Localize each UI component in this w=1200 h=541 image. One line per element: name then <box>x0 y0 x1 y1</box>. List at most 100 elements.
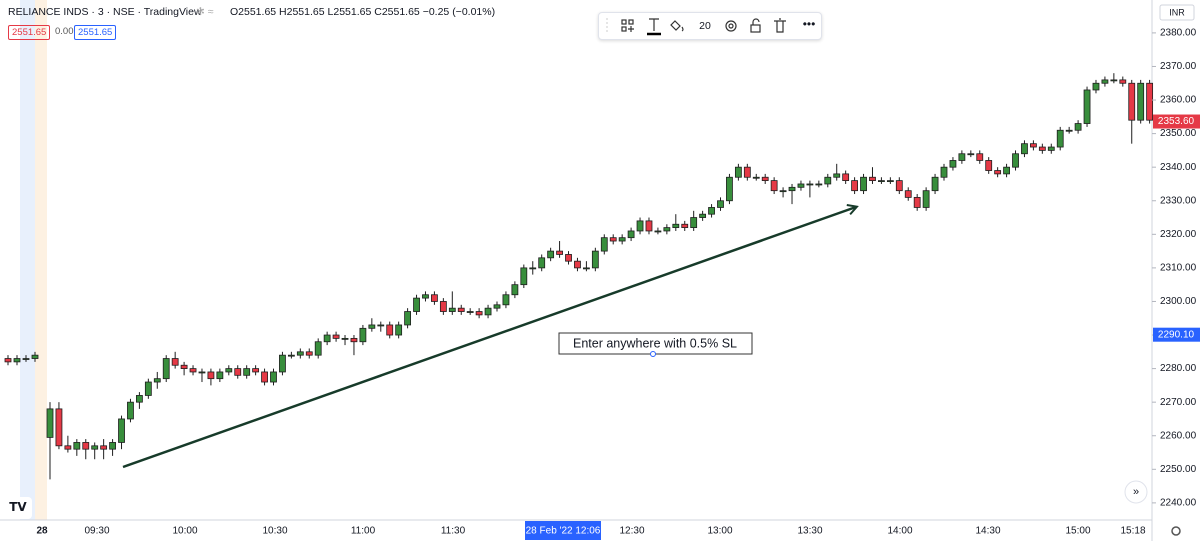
candle-body <box>806 183 814 186</box>
price-label: 2353.60 <box>1158 116 1195 127</box>
candle-body <box>439 301 447 312</box>
candle-body <box>752 176 760 179</box>
currency: INR <box>1169 7 1185 17</box>
settings-icon[interactable] <box>1171 526 1181 536</box>
candle-body <box>1021 143 1028 155</box>
ohlc-value: O2551.65 <box>230 6 277 18</box>
candle-body <box>109 442 116 450</box>
candles <box>4 73 1154 480</box>
price-label-box <box>1153 114 1200 129</box>
status-icons: ✻ ≈ <box>196 6 214 18</box>
ohlc-value: L2551.65 <box>327 6 372 18</box>
candle-body <box>279 354 286 373</box>
candle-body <box>913 196 921 208</box>
candle-body <box>708 207 715 215</box>
y-tick-label: 2310.00 <box>1160 263 1197 274</box>
candle-body <box>118 418 125 443</box>
y-tick-label: 2300.00 <box>1160 296 1197 307</box>
candle-body <box>243 368 251 376</box>
candle-body <box>207 371 215 380</box>
y-tick-label: 2250.00 <box>1160 464 1197 475</box>
candle-body <box>1074 123 1082 131</box>
candle-body <box>994 170 1002 175</box>
candle-body <box>368 324 376 329</box>
candle-body <box>761 176 769 182</box>
candle-body <box>681 223 689 229</box>
candle-body <box>636 220 644 232</box>
symbol: RELIANCE INDS · 3 · NSE · TradingView <box>8 6 202 18</box>
ohlc-value: C2551.65 <box>374 6 420 18</box>
candle-body <box>824 176 832 185</box>
tv-logo: 𝗧𝗩 <box>4 497 32 519</box>
candle-body <box>287 354 295 357</box>
candle-body <box>82 442 90 450</box>
candle-body <box>153 378 161 383</box>
candle-body <box>1137 82 1145 121</box>
candle-body <box>743 166 751 178</box>
candle-body <box>100 445 108 450</box>
x-tick-label: 28 Feb '22 12:06 <box>526 526 601 537</box>
candle-body <box>788 186 796 192</box>
candle-body <box>216 371 224 380</box>
candle-body <box>22 358 30 360</box>
candle-body <box>878 180 885 183</box>
price-label: 2290.10 <box>1158 329 1195 340</box>
candle-body <box>1083 89 1091 124</box>
y-tick-label: 2350.00 <box>1160 128 1197 139</box>
candle-body <box>252 368 260 373</box>
candle-body <box>502 294 510 306</box>
x-tick-label: 28 <box>36 526 48 537</box>
candle-body <box>985 160 993 171</box>
currency-button[interactable] <box>1159 4 1195 21</box>
candle-body <box>1056 129 1064 148</box>
ohlc: O2551.65 H2551.65 L2551.65 C2551.65 −0.2… <box>230 6 495 18</box>
candle-body <box>225 368 233 373</box>
candle-body <box>466 311 474 313</box>
price-label-box <box>1153 327 1200 342</box>
y-tick-label: 2240.00 <box>1160 498 1197 509</box>
candle-body <box>958 153 966 161</box>
session-shade <box>20 0 35 520</box>
candle-body <box>556 250 563 255</box>
candle-body <box>350 337 358 343</box>
candle-body <box>886 180 894 183</box>
candle-body <box>734 166 742 178</box>
candle-body <box>1003 166 1010 175</box>
x-tick-label: 15:00 <box>1065 526 1090 537</box>
candle-body <box>1092 82 1100 91</box>
candle-body <box>967 153 975 156</box>
ohlc-value: H2551.65 <box>279 6 325 18</box>
x-tick-label: 12:30 <box>619 526 644 537</box>
line-width: 20 <box>699 20 711 32</box>
crosshair-time-box <box>525 521 601 540</box>
svg-text:𝗧𝗩: 𝗧𝗩 <box>9 500 27 514</box>
x-tick-label: 13:30 <box>797 526 822 537</box>
candle-body <box>314 341 322 356</box>
candle-body <box>377 324 385 327</box>
candle-body <box>1038 146 1046 151</box>
candle-body <box>162 358 170 380</box>
y-tick-label: 2380.00 <box>1160 28 1197 39</box>
candle-body <box>663 227 671 232</box>
candle-body <box>296 351 304 356</box>
candle-body <box>627 230 635 239</box>
candle-body <box>1012 153 1019 168</box>
candle-body <box>538 257 546 269</box>
candle-body <box>1047 146 1055 151</box>
candle-body <box>690 217 698 229</box>
candle-body <box>305 351 313 356</box>
candle-body <box>1101 79 1109 84</box>
candle-body <box>332 334 340 339</box>
scroll-button[interactable] <box>1124 480 1148 504</box>
candle-body <box>976 153 984 161</box>
candle-body <box>55 408 63 447</box>
candle-body <box>386 324 394 336</box>
candle-body <box>591 250 599 269</box>
candle-body <box>529 267 537 270</box>
candle-body <box>261 371 268 383</box>
candle-body <box>654 230 662 233</box>
candle-body <box>842 173 850 182</box>
y-tick-label: 2340.00 <box>1160 162 1197 173</box>
